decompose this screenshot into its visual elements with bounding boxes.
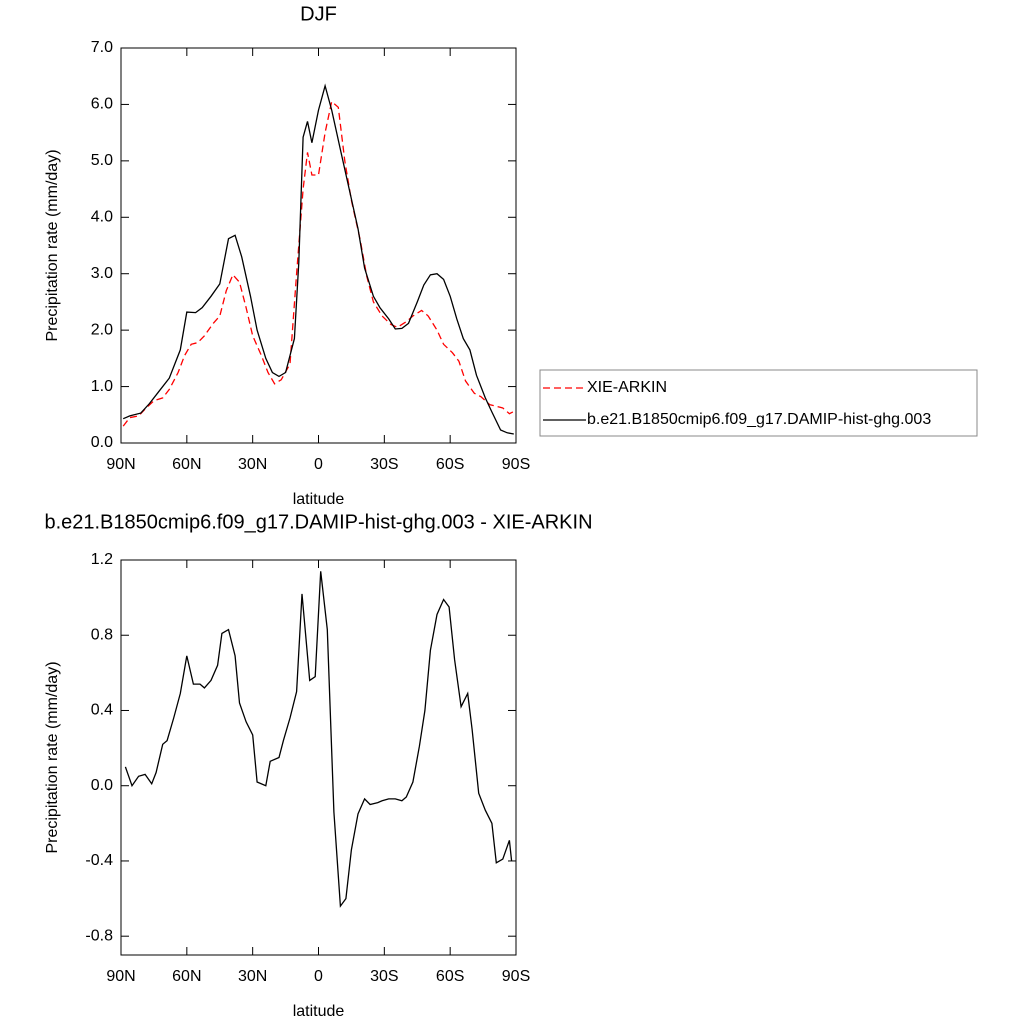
y-tick-label: 1.0 (91, 378, 113, 395)
y-axis-label: Precipitation rate (mm/day) (44, 149, 61, 341)
data-line (122, 100, 517, 427)
y-tick-label: -0.4 (85, 852, 113, 869)
y-tick-label: 2.0 (91, 321, 113, 338)
x-tick-label: 0 (314, 456, 323, 473)
y-tick-label: 0.8 (91, 626, 113, 643)
plot-frame (120, 47, 517, 444)
x-tick-label: 60N (172, 968, 201, 985)
plot-frame (120, 559, 517, 956)
x-tick-label: 60S (436, 456, 464, 473)
y-tick-label: 0.4 (91, 702, 113, 719)
legend-label: b.e21.B1850cmip6.f09_g17.DAMIP-hist-ghg.… (587, 411, 931, 428)
x-tick-label: 90N (106, 968, 135, 985)
chart-title: DJF (300, 3, 337, 25)
x-tick-label: 30N (238, 968, 267, 985)
x-tick-label: 90N (106, 456, 135, 473)
chart-title: b.e21.B1850cmip6.f09_g17.DAMIP-hist-ghg.… (44, 511, 592, 533)
y-tick-label: 0.0 (91, 434, 113, 451)
x-axis-label: latitude (293, 1003, 345, 1020)
legend-box (539, 369, 978, 437)
x-tick-label: 30N (238, 456, 267, 473)
x-tick-label: 60S (436, 968, 464, 985)
x-tick-label: 30S (370, 456, 398, 473)
y-tick-label: 0.0 (91, 777, 113, 794)
x-tick-label: 30S (370, 968, 398, 985)
x-tick-label: 90S (502, 456, 530, 473)
data-line (122, 83, 514, 435)
y-tick-label: 1.2 (91, 551, 113, 568)
legend-label: XIE-ARKIN (587, 379, 667, 396)
x-tick-label: 60N (172, 456, 201, 473)
y-axis-label: Precipitation rate (mm/day) (44, 661, 61, 853)
x-tick-label: 90S (502, 968, 530, 985)
x-axis-label: latitude (293, 491, 345, 508)
y-tick-label: -0.8 (85, 927, 113, 944)
y-tick-label: 6.0 (91, 96, 113, 113)
y-tick-label: 7.0 (91, 39, 113, 56)
y-tick-label: 5.0 (91, 152, 113, 169)
data-line (124, 571, 513, 908)
x-tick-label: 0 (314, 968, 323, 985)
y-tick-label: 4.0 (91, 209, 113, 226)
y-tick-label: 3.0 (91, 265, 113, 282)
